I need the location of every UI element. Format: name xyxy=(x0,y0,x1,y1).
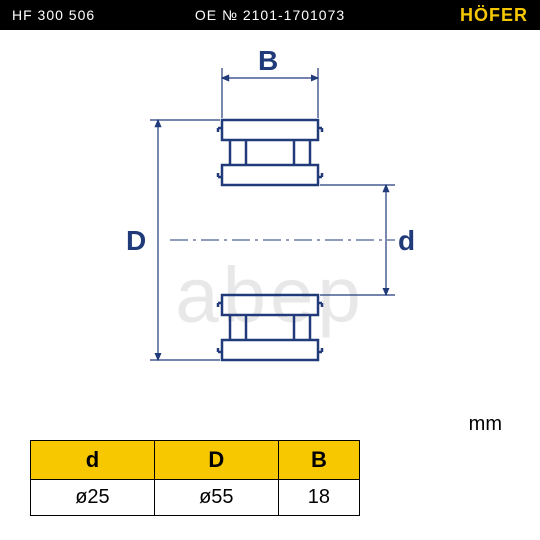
val-B: 18 xyxy=(278,480,359,516)
brand-logo: HÖFER xyxy=(460,5,528,26)
bearing-drawing: B D d xyxy=(0,30,540,460)
col-B-header: B xyxy=(278,441,359,480)
header-bar: HF 300 506 OE № 2101-1701073 HÖFER xyxy=(0,0,540,30)
col-D-header: D xyxy=(154,441,278,480)
val-d: ø25 xyxy=(31,480,155,516)
table-header-row: d D B xyxy=(31,441,360,480)
col-d-header: d xyxy=(31,441,155,480)
outer-dia-label: D xyxy=(126,225,146,256)
table-row: ø25 ø55 18 xyxy=(31,480,360,516)
oe-number: OE № 2101-1701073 xyxy=(195,7,345,23)
dimension-table: d D B ø25 ø55 18 xyxy=(30,440,360,516)
diagram-stage: abep xyxy=(0,30,540,540)
part-number: HF 300 506 xyxy=(12,7,95,23)
width-label: B xyxy=(258,45,278,76)
unit-label: mm xyxy=(469,413,502,436)
val-D: ø55 xyxy=(154,480,278,516)
inner-dia-label: d xyxy=(398,225,415,256)
